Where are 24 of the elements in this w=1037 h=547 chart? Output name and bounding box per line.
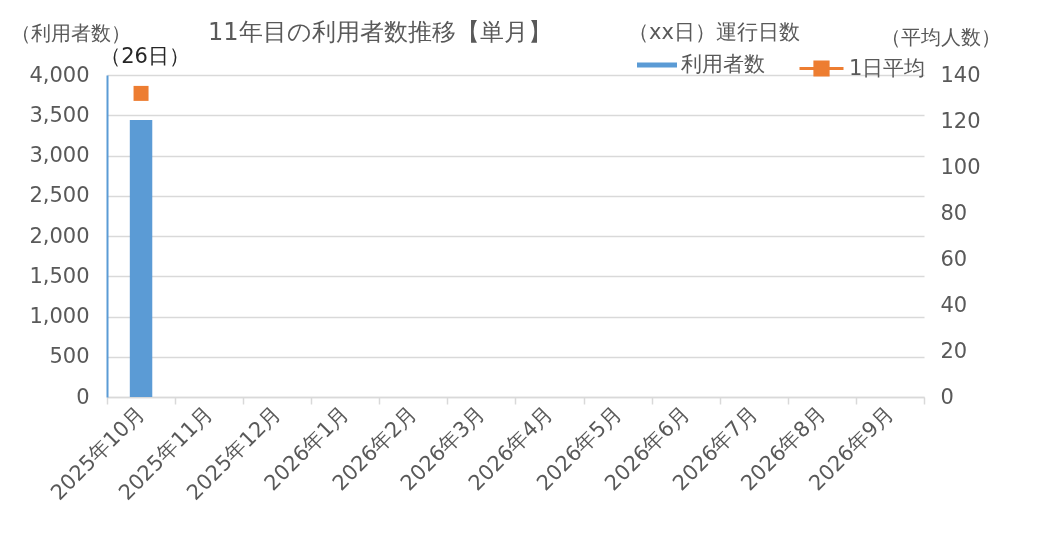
- y-tick-label: 1,000: [29, 304, 90, 328]
- y-tick-label: 500: [49, 344, 90, 369]
- y2-tick-label: 120: [940, 108, 981, 133]
- text: （xx日）運行日数: [628, 20, 800, 44]
- chart-title: 11年目の利用者数推移【単月】: [208, 18, 552, 46]
- legend-label: 利用者数: [681, 52, 765, 76]
- legend-label: 1日平均: [849, 55, 926, 80]
- y-tick-label: 0: [76, 384, 90, 409]
- y2-tick-label: 20: [940, 338, 968, 363]
- y2-tick-label: 100: [940, 154, 981, 179]
- y2-tick-label: 140: [940, 62, 981, 87]
- y-tick-label: 2,000: [29, 223, 90, 248]
- text: （26日）: [100, 44, 190, 68]
- y2-tick-label: 60: [940, 246, 968, 271]
- y-tick-label: 4,000: [29, 62, 90, 87]
- y-tick-label: 3,000: [29, 143, 90, 167]
- y2-tick-label: 40: [940, 292, 968, 317]
- y-tick-label: 2,500: [29, 183, 90, 208]
- y-tick-label: 3,500: [29, 102, 90, 127]
- y-tick-label: 1,500: [29, 263, 90, 288]
- y2-tick-label: 0: [940, 384, 954, 409]
- y-axis-title: （利用者数）: [10, 20, 131, 45]
- y2-axis-title: （平均人数）: [880, 24, 1001, 49]
- y2-tick-label: 80: [940, 200, 968, 225]
